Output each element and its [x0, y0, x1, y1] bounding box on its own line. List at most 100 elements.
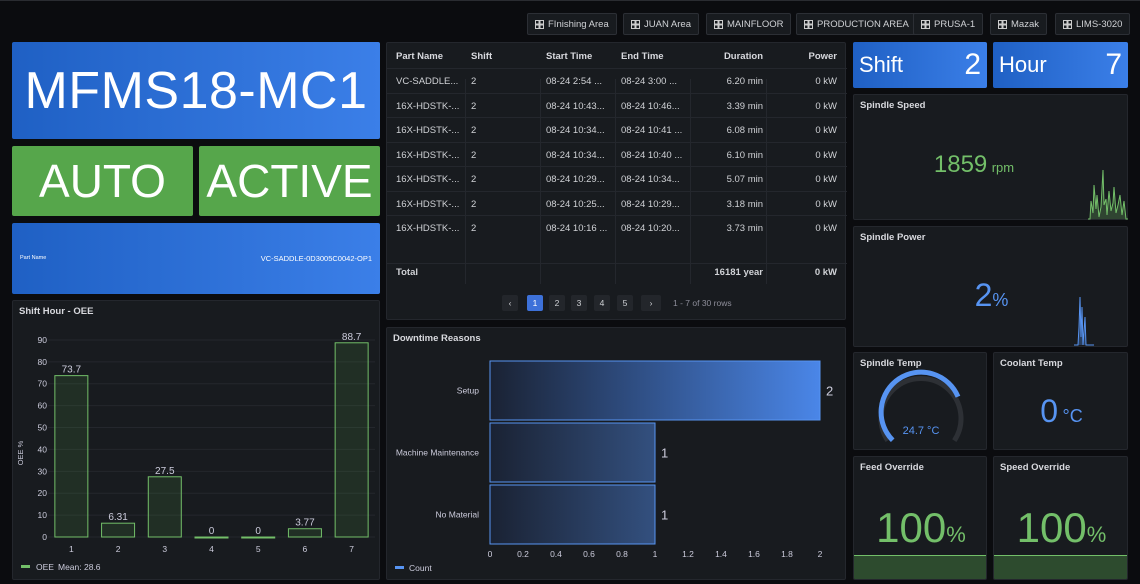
table-cell: 0 kW	[815, 174, 837, 185]
y-tick-label: 40	[38, 444, 48, 454]
downtime-chart-panel: Downtime Reasons Setup 2 Machine Maintenan…	[386, 327, 846, 580]
column-divider	[615, 79, 616, 284]
table-cell: 08-24 10:25...	[546, 198, 605, 210]
column-header[interactable]: Shift	[471, 51, 493, 62]
table-cell: 0 kW	[815, 76, 837, 87]
mode-panel: AUTO	[12, 146, 193, 216]
dashboard-grid-icon	[535, 19, 544, 29]
table-cell: 3.39 min	[726, 100, 763, 112]
table-cell: 5.07 min	[726, 174, 763, 185]
hour-value: 7	[1105, 48, 1122, 81]
table-cell: 08-24 10:34...	[546, 149, 605, 161]
table-row[interactable]: 16X-HDSTK-... 2 08-24 10:25... 08-24 10:29.…	[387, 190, 847, 216]
table-cell: 08-24 10:20...	[621, 223, 680, 234]
y-tick-label: 30	[38, 466, 48, 476]
nav-button-label: PRUSA-1	[934, 18, 976, 30]
bar-value-label: 1	[661, 446, 668, 461]
nav-button-label: MAINFLOOR	[727, 18, 784, 30]
x-tick-label: 1.2	[682, 549, 694, 559]
legend-series[interactable]: OEE	[36, 562, 54, 572]
x-tick-label: 5	[256, 544, 261, 554]
pagination-prev-button[interactable]: ‹	[502, 295, 518, 311]
nav-button-label: LIMS-3020	[1076, 18, 1123, 30]
downtime-bar[interactable]	[489, 422, 656, 483]
oee-bar[interactable]	[101, 522, 136, 538]
nav-button-label: PRODUCTION AREA	[817, 18, 909, 30]
coolant-temp-panel: Coolant Temp 0 °C	[993, 352, 1128, 450]
pagination-next-button[interactable]: ›	[641, 295, 661, 311]
column-divider	[540, 79, 541, 284]
panel-title: Spindle Power	[860, 232, 926, 243]
table-row[interactable]: 16X-HDSTK-... 2 08-24 10:16 ... 08-24 10:20…	[387, 215, 847, 240]
table-row[interactable]: VC-SADDLE... 2 08-24 2:54 ... 08-24 3:00 ..…	[387, 68, 847, 93]
table-cell: 16X-HDSTK-...	[396, 223, 460, 234]
panel-title: Downtime Reasons	[393, 333, 481, 344]
table-row[interactable]: 16X-HDSTK-... 2 08-24 10:34... 08-24 10:40 …	[387, 141, 847, 167]
table-row[interactable]: 16X-HDSTK-... 2 08-24 10:34... 08-24 10:41 …	[387, 117, 847, 142]
panel-title: Feed Override	[860, 462, 924, 473]
legend-swatch	[21, 565, 30, 568]
column-header[interactable]: Power	[808, 51, 837, 62]
nav-button-production-area[interactable]: PRODUCTION AREA	[796, 13, 917, 35]
table-cell: 08-24 10:41 ...	[621, 125, 683, 136]
shift-label: Shift	[859, 52, 904, 77]
spindle-power-sparkline	[1074, 296, 1094, 346]
machine-name: MFMS18-MC1	[24, 61, 368, 120]
x-tick-label: 1.8	[781, 549, 793, 559]
oee-bar[interactable]	[147, 476, 182, 538]
x-tick-label: 2	[818, 549, 823, 559]
hour-label: Hour	[999, 52, 1047, 77]
bar-value-label: 27.5	[155, 466, 175, 477]
oee-bar[interactable]	[241, 536, 276, 539]
oee-bar[interactable]	[334, 342, 369, 538]
pagination-page-4[interactable]: 4	[594, 295, 610, 311]
nav-button-finishing-area[interactable]: FInishing Area	[527, 13, 617, 35]
table-row[interactable]: 16X-HDSTK-... 2 08-24 10:29... 08-24 10:34.…	[387, 166, 847, 191]
table-cell: 08-24 10:43...	[546, 100, 605, 112]
speed-override-value: 100	[1016, 504, 1087, 551]
shift-value: 2	[964, 48, 981, 81]
machine-name-panel: MFMS18-MC1	[12, 42, 380, 139]
table-cell: 16X-HDSTK-...	[396, 149, 460, 161]
table-row[interactable]: 16X-HDSTK-... 2 08-24 10:43... 08-24 10:46.…	[387, 92, 847, 118]
nav-button-prusa-1[interactable]: PRUSA-1	[913, 13, 984, 35]
downtime-bar[interactable]	[489, 484, 656, 545]
column-header[interactable]: Duration	[723, 51, 763, 62]
downtime-bar[interactable]	[489, 360, 821, 421]
feed-override-unit: %	[946, 522, 966, 547]
table-cell: VC-SADDLE...	[396, 76, 459, 87]
x-tick-label: 1.6	[748, 549, 760, 559]
nav-button-juan-area[interactable]: JUAN Area	[623, 13, 699, 35]
table-cell: 2	[471, 223, 477, 234]
legend-series[interactable]: Count	[409, 563, 432, 573]
column-header[interactable]: End Time	[621, 51, 664, 62]
pagination-page-5[interactable]: 5	[617, 295, 633, 311]
controller-mode: AUTO	[39, 155, 166, 207]
feed-override-value: 100	[876, 504, 947, 551]
bar-value-label: 88.7	[342, 332, 362, 343]
nav-button-mainfloor[interactable]: MAINFLOOR	[706, 13, 792, 35]
table-cell: 2	[471, 174, 477, 185]
oee-bar[interactable]	[54, 375, 89, 538]
pagination-page-2[interactable]: 2	[549, 295, 565, 311]
x-tick-label: 3	[162, 544, 167, 554]
coolant-temp-readout: 0 °C	[994, 393, 1129, 430]
x-tick-label: 0.6	[583, 549, 595, 559]
panel-title: Speed Override	[1000, 462, 1071, 473]
column-header[interactable]: Start Time	[546, 51, 593, 62]
pagination-page-3[interactable]: 3	[571, 295, 587, 311]
nav-button-mazak[interactable]: Mazak	[990, 13, 1047, 35]
oee-bar[interactable]	[194, 536, 229, 539]
y-tick-label: 10	[38, 510, 48, 520]
table-cell: 3.18 min	[726, 198, 763, 210]
y-tick-label: 90	[38, 335, 48, 345]
column-header[interactable]: Part Name	[396, 51, 443, 62]
spindle-power-readout: 2%	[854, 277, 1129, 314]
nav-button-lims-3020[interactable]: LIMS-3020	[1055, 13, 1131, 35]
part-name-label: Part Name	[20, 255, 47, 261]
x-tick-label: 0	[488, 549, 493, 559]
pagination-page-1[interactable]: 1	[527, 295, 543, 311]
table-cell: 08-24 10:29...	[621, 198, 680, 210]
oee-bar[interactable]	[287, 528, 322, 538]
total-divider	[387, 263, 847, 264]
